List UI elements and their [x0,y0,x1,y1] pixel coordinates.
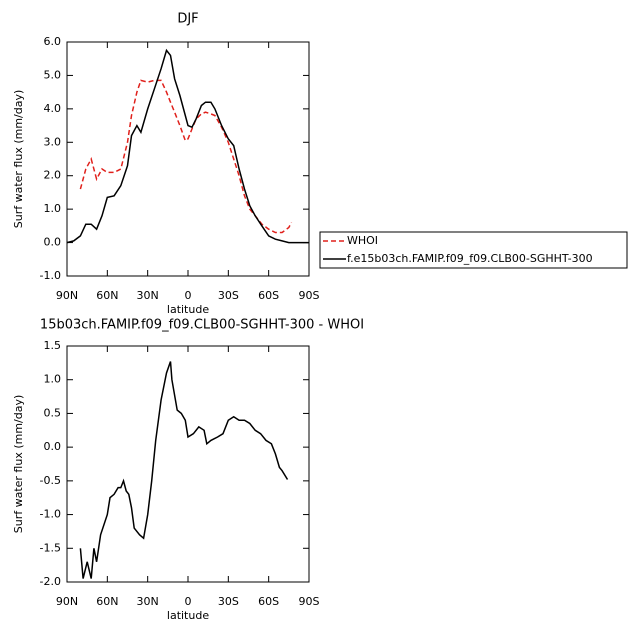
y-tick-label: -1.0 [40,508,61,521]
y-tick-label: 6.0 [44,35,62,48]
y-tick-label: 4.0 [44,102,62,115]
y-tick-label: 0.5 [44,406,62,419]
y-tick-label: -0.5 [40,474,61,487]
x-tick-label: 60N [96,289,118,302]
x-tick-label: 90N [56,595,78,608]
x-tick-label: 90S [299,595,320,608]
data-line [79,361,289,579]
x-tick-label: 0 [185,595,192,608]
x-tick-label: 60S [258,595,279,608]
data-line [66,48,309,244]
x-tick-label: 90S [299,289,320,302]
y-tick-label: 3.0 [44,135,62,148]
x-axis-label: latitude [167,303,209,316]
x-tick-label: 30N [137,595,159,608]
x-tick-label: 90N [56,289,78,302]
y-tick-label: 1.5 [44,339,62,352]
y-tick-label: 1.0 [44,373,62,386]
chart-title: DJF [177,12,198,27]
x-tick-label: 60N [96,595,118,608]
legend-label: WHOI [347,234,378,247]
chart-title: 15b03ch.FAMIP.f09_f09.CLB00-SGHHT-300 - … [40,318,364,333]
y-axis-label: Surf water flux (mm/day) [12,395,25,534]
y-tick-label: 0.0 [44,236,62,249]
x-tick-label: 30S [218,595,239,608]
plot-frame [66,345,310,583]
y-tick-label: 2.0 [44,169,62,182]
y-tick-label: -1.5 [40,541,61,554]
x-axis-label: latitude [167,609,209,622]
data-line [79,79,293,234]
x-tick-label: 0 [185,289,192,302]
y-tick-label: 1.0 [44,202,62,215]
y-axis-label: Surf water flux (mm/day) [12,90,25,229]
x-tick-label: 60S [258,289,279,302]
y-tick-label: 0.0 [44,440,62,453]
plot-frame [66,41,310,277]
y-tick-label: -2.0 [40,575,61,588]
legend-box [319,231,628,269]
y-tick-label: -1.0 [40,269,61,282]
y-tick-label: 5.0 [44,68,62,81]
x-tick-label: 30S [218,289,239,302]
legend-label: f.e15b03ch.FAMIP.f09_f09.CLB00-SGHHT-300 [347,252,593,265]
x-tick-label: 30N [137,289,159,302]
